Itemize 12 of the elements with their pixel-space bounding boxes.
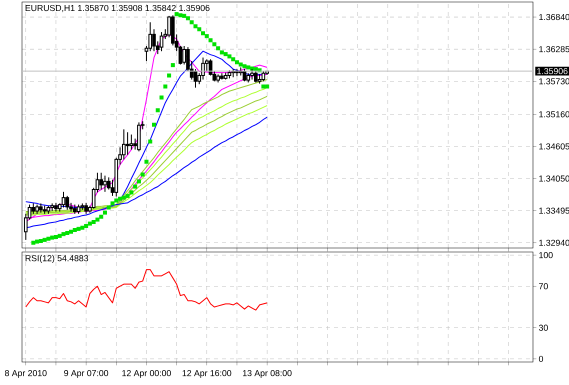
chart-title: EURUSD,H1 1.35870 1.35908 1.35842 1.35906 (26, 4, 210, 12)
chart-title: RSI(12) 54.4883 (26, 254, 88, 264)
x-tick-label: 12 Apr 00:00 (122, 370, 171, 378)
ref-line-label: 1.35906 (537, 68, 568, 74)
x-tick-label: 9 Apr 07:00 (64, 370, 108, 378)
y-tick-label: 100 (539, 252, 553, 258)
x-tick-label: 13 Apr 08:00 (242, 370, 292, 378)
y-tick-label: 30 (538, 324, 548, 331)
x-tick-label: 8 Apr 2010 (4, 370, 47, 378)
x-tick-label: 12 Apr 16:00 (182, 370, 232, 378)
y-tick-label: 0 (538, 356, 544, 362)
y-tick-label: 70 (539, 283, 548, 290)
